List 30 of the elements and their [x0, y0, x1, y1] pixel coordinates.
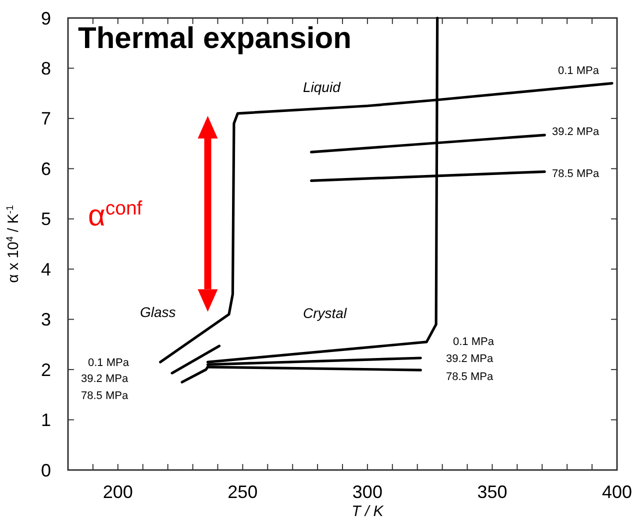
x-axis-title: T / K — [352, 503, 384, 519]
y-tick-label: 3 — [40, 310, 52, 330]
annotation: 0.1 MPa — [88, 356, 130, 369]
y-tick-label: 8 — [40, 58, 52, 79]
annotation: Glass — [140, 304, 176, 320]
annotation: 0.1 MPa — [453, 336, 495, 348]
y-tick-label: 2 — [40, 360, 52, 380]
annotation: 39.2 MPa — [446, 352, 494, 365]
annotation: Crystal — [303, 304, 348, 321]
annotation: 39.2 MPa — [552, 126, 600, 138]
y-tick-label: 4 — [40, 259, 52, 280]
y-tick-label: 1 — [40, 410, 52, 430]
y-tick-label: 7 — [40, 108, 52, 129]
annotation: 78.5 MPa — [446, 370, 494, 383]
annotation: 39.2 MPa — [81, 372, 129, 385]
x-tick-label: 200 — [102, 482, 133, 502]
chart-title: Thermal expansion — [78, 22, 352, 55]
annotation: 78.5 MPa — [552, 168, 600, 180]
annotation: 0.1 MPa — [558, 64, 600, 77]
x-tick-label: 250 — [228, 482, 258, 502]
y-tick-label: 6 — [40, 158, 52, 179]
y-tick-label: 0 — [40, 460, 52, 480]
annotation: 78.5 MPa — [81, 390, 129, 402]
y-tick-label: 9 — [40, 8, 52, 28]
x-tick-label: 350 — [477, 482, 508, 502]
annotation: α$^{conf}$ — [88, 198, 143, 232]
y-tick-label: 5 — [40, 209, 52, 230]
annotation: Liquid — [303, 78, 342, 95]
x-tick-label: 300 — [352, 482, 382, 502]
x-tick-label: 400 — [602, 482, 632, 502]
